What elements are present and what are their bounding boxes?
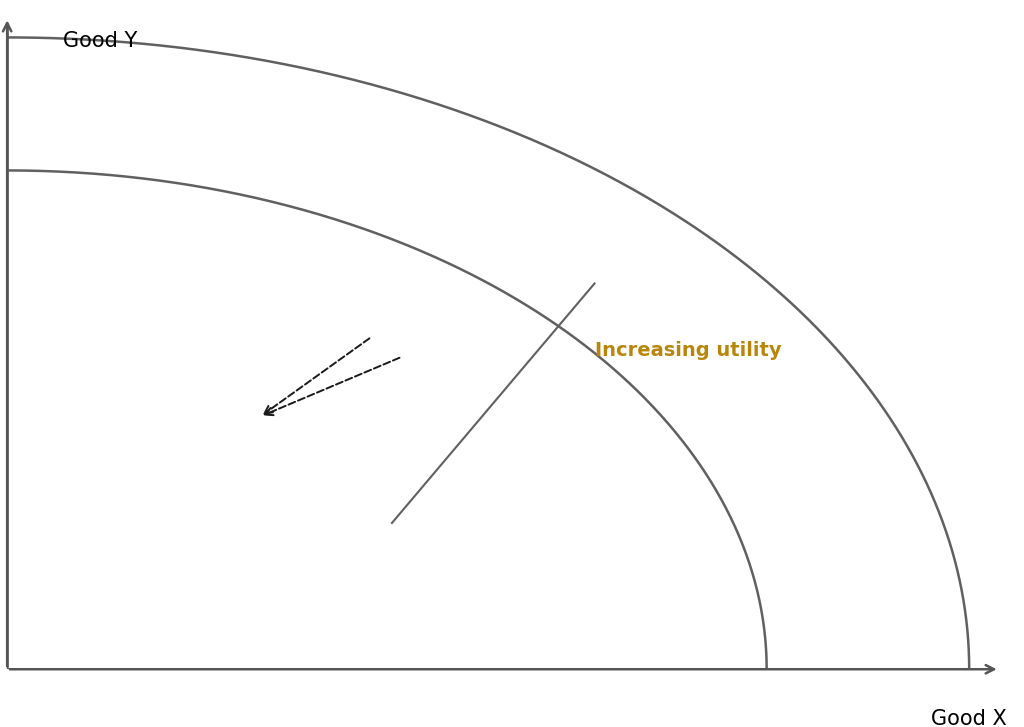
Text: Good Y: Good Y [62, 31, 137, 51]
Text: Increasing utility: Increasing utility [595, 340, 781, 360]
Text: Good X: Good X [931, 709, 1007, 727]
